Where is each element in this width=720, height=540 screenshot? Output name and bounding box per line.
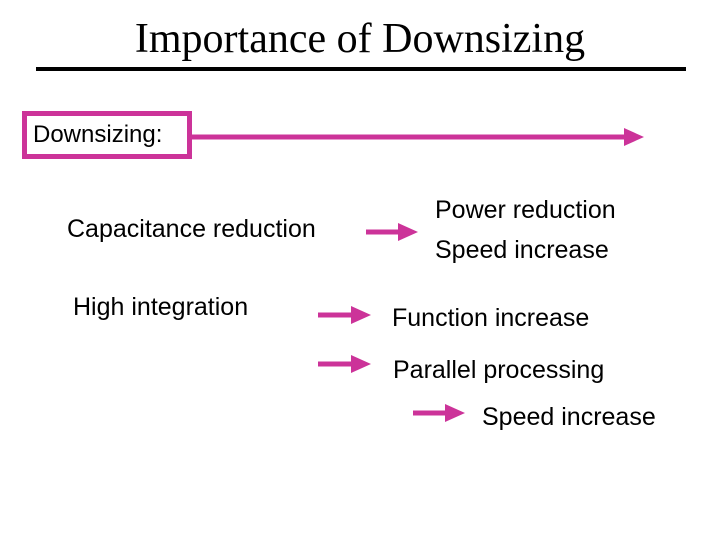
function-increase-label: Function increase: [392, 304, 590, 332]
slide-title: Importance of Downsizing: [134, 16, 586, 62]
high-integration-label: High integration: [73, 293, 249, 321]
power-reduction-label: Power reduction: [435, 196, 616, 224]
parallel-processing-label: Parallel processing: [393, 356, 605, 384]
capacitance-reduction-label: Capacitance reduction: [67, 215, 316, 243]
speed-increase-label-1: Speed increase: [435, 236, 609, 264]
arrow-integration-to-function: [318, 306, 371, 324]
title-underline: [36, 67, 686, 71]
downsizing-box: Downsizing:: [22, 111, 192, 159]
arrow-integration-to-parallel: [318, 355, 371, 373]
arrow-capacitance-to-power: [366, 223, 418, 241]
arrow-parallel-to-speed: [413, 404, 465, 422]
main-arrow: [192, 128, 644, 146]
speed-increase-label-2: Speed increase: [482, 403, 656, 431]
